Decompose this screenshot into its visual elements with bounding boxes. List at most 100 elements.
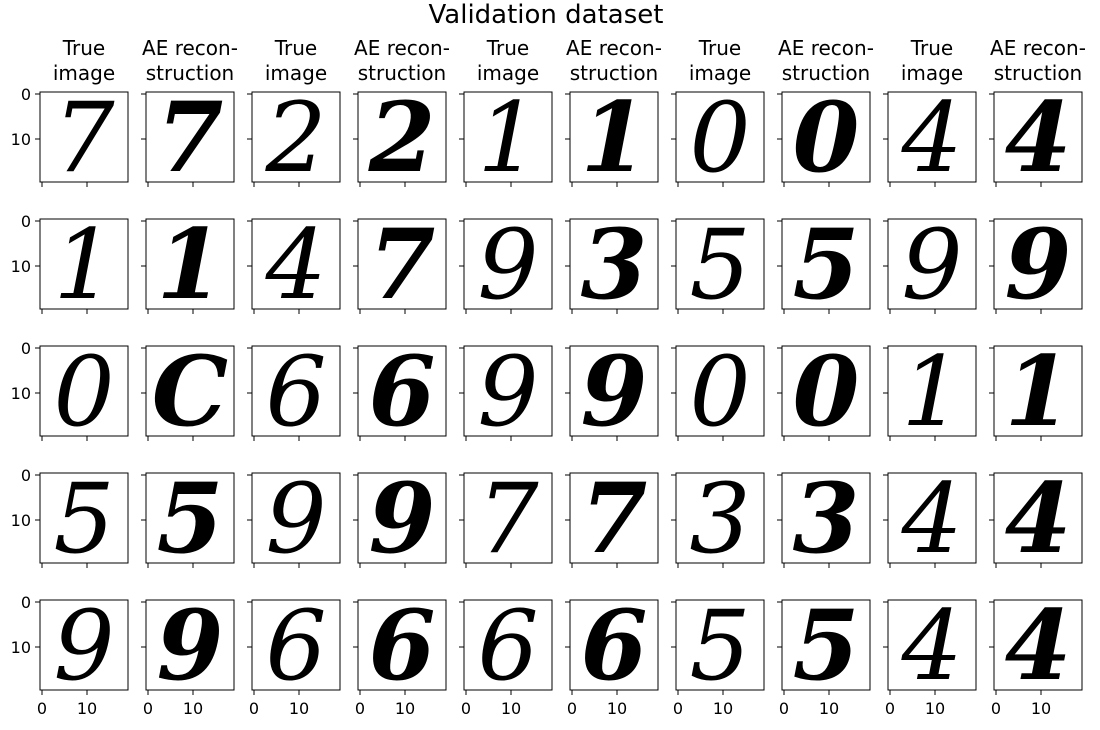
x-tick-label: 10 [713, 699, 733, 718]
digit-glyph: 7 [369, 208, 436, 321]
digit-panel: 7 [353, 208, 447, 321]
digit-panel: 9 [989, 208, 1083, 321]
x-tick-label: 0 [673, 699, 683, 718]
panel-frame [463, 218, 553, 310]
x-tick-label: 10 [395, 699, 415, 718]
column-title-line: AE recon- [142, 36, 238, 60]
digit-glyph: 0 [689, 82, 750, 194]
digit-panel: 4 [989, 91, 1083, 187]
panel-frame [569, 91, 659, 183]
digit-panel: 0 0 10 [11, 339, 129, 441]
digit-glyph: 9 [901, 209, 962, 321]
digit-glyph: 5 [689, 209, 750, 321]
x-tick-label: 0 [37, 699, 47, 718]
y-tick-label: 10 [11, 384, 31, 403]
panel-frame [887, 218, 977, 310]
digit-panel: 9 [353, 472, 447, 568]
digit-panel: 9 [459, 345, 553, 441]
y-tick-label: 0 [21, 466, 31, 485]
digit-glyph: 2 [368, 81, 436, 194]
column-title-line: struction [569, 61, 659, 85]
digit-panel: 40 10 [989, 599, 1083, 718]
column-title: AE recon-struction [554, 36, 674, 86]
digit-panel: 0 [671, 82, 765, 194]
digit-panel: 40 10 [883, 590, 977, 718]
digit-panel: C [141, 345, 235, 441]
panel-frame [39, 599, 129, 691]
panel-frame [357, 599, 447, 691]
y-tick-label: 10 [11, 511, 31, 530]
digit-glyph: 9 [1005, 208, 1072, 321]
digit-panel: 9 [565, 345, 659, 441]
digit-glyph: 4 [900, 82, 962, 194]
panel-frame [569, 345, 659, 437]
panel-frame [463, 472, 553, 564]
digit-glyph: 7 [477, 463, 538, 575]
panel-frame [251, 218, 341, 310]
digit-glyph: 3 [581, 208, 648, 321]
x-tick-label: 0 [779, 699, 789, 718]
column-title-line: image [264, 61, 328, 85]
panel-frame [993, 472, 1083, 564]
digit-glyph: 9 [157, 589, 224, 702]
column-title: True image [660, 36, 780, 86]
column-title-line: struction [781, 61, 871, 85]
digit-panel: 3 [777, 462, 871, 575]
panel-frame [569, 218, 659, 310]
digit-panel: 1 [459, 82, 553, 194]
panel-frame [463, 345, 553, 437]
panel-frame [781, 345, 871, 437]
digit-glyph: 5 [157, 462, 224, 575]
column-title: AE recon-struction [978, 36, 1098, 86]
digit-glyph: 0 [793, 81, 860, 194]
digit-panel: 5 [777, 218, 871, 314]
column-title-line: AE recon- [354, 36, 450, 60]
digit-glyph: 9 [53, 590, 114, 702]
panel-frame [145, 91, 235, 183]
panel-frame [675, 218, 765, 310]
digit-panel: 1 [565, 91, 659, 187]
digit-panel: 2 [353, 81, 447, 194]
digit-glyph: 4 [900, 590, 962, 702]
panel-frame [887, 599, 977, 691]
x-tick-label: 0 [249, 699, 259, 718]
panel-frame [675, 345, 765, 437]
panel-frame [39, 472, 129, 564]
digit-glyph: 1 [901, 336, 962, 448]
y-tick-label: 0 [21, 212, 31, 231]
digit-glyph: 3 [793, 462, 860, 575]
digit-glyph: 2 [264, 82, 326, 194]
column-title-line: image [52, 61, 116, 85]
digit-glyph: 7 [581, 462, 648, 575]
column-title: True image [872, 36, 992, 86]
panel-frame [781, 472, 871, 564]
digit-glyph: 1 [477, 82, 538, 194]
x-tick-label: 0 [143, 699, 153, 718]
digit-panel: 2 [247, 82, 341, 194]
panel-frame [145, 345, 235, 437]
digit-glyph: 5 [53, 463, 114, 575]
digit-glyph: 1 [157, 208, 224, 321]
column-title: True image [448, 36, 568, 86]
panel-frame [993, 599, 1083, 691]
digit-glyph: 6 [265, 590, 326, 702]
digit-panel: 7 [141, 81, 235, 194]
column-title: True image [24, 36, 144, 86]
column-title: AE recon-struction [130, 36, 250, 86]
digit-glyph: 7 [157, 81, 224, 194]
digit-glyph: 1 [53, 209, 114, 321]
panel-frame [781, 218, 871, 310]
x-tick-label: 10 [1031, 699, 1051, 718]
column-title-line: AE recon- [990, 36, 1086, 60]
column-title: AE recon-struction [342, 36, 462, 86]
x-tick-label: 10 [183, 699, 203, 718]
column-title-line: True [698, 36, 742, 60]
column-title-line: struction [145, 61, 235, 85]
y-tick-label: 10 [11, 130, 31, 149]
panel-frame [569, 472, 659, 564]
digit-glyph: 6 [265, 336, 326, 448]
panel-frame [993, 91, 1083, 183]
panel-frame [675, 91, 765, 183]
panel-frame [781, 599, 871, 691]
